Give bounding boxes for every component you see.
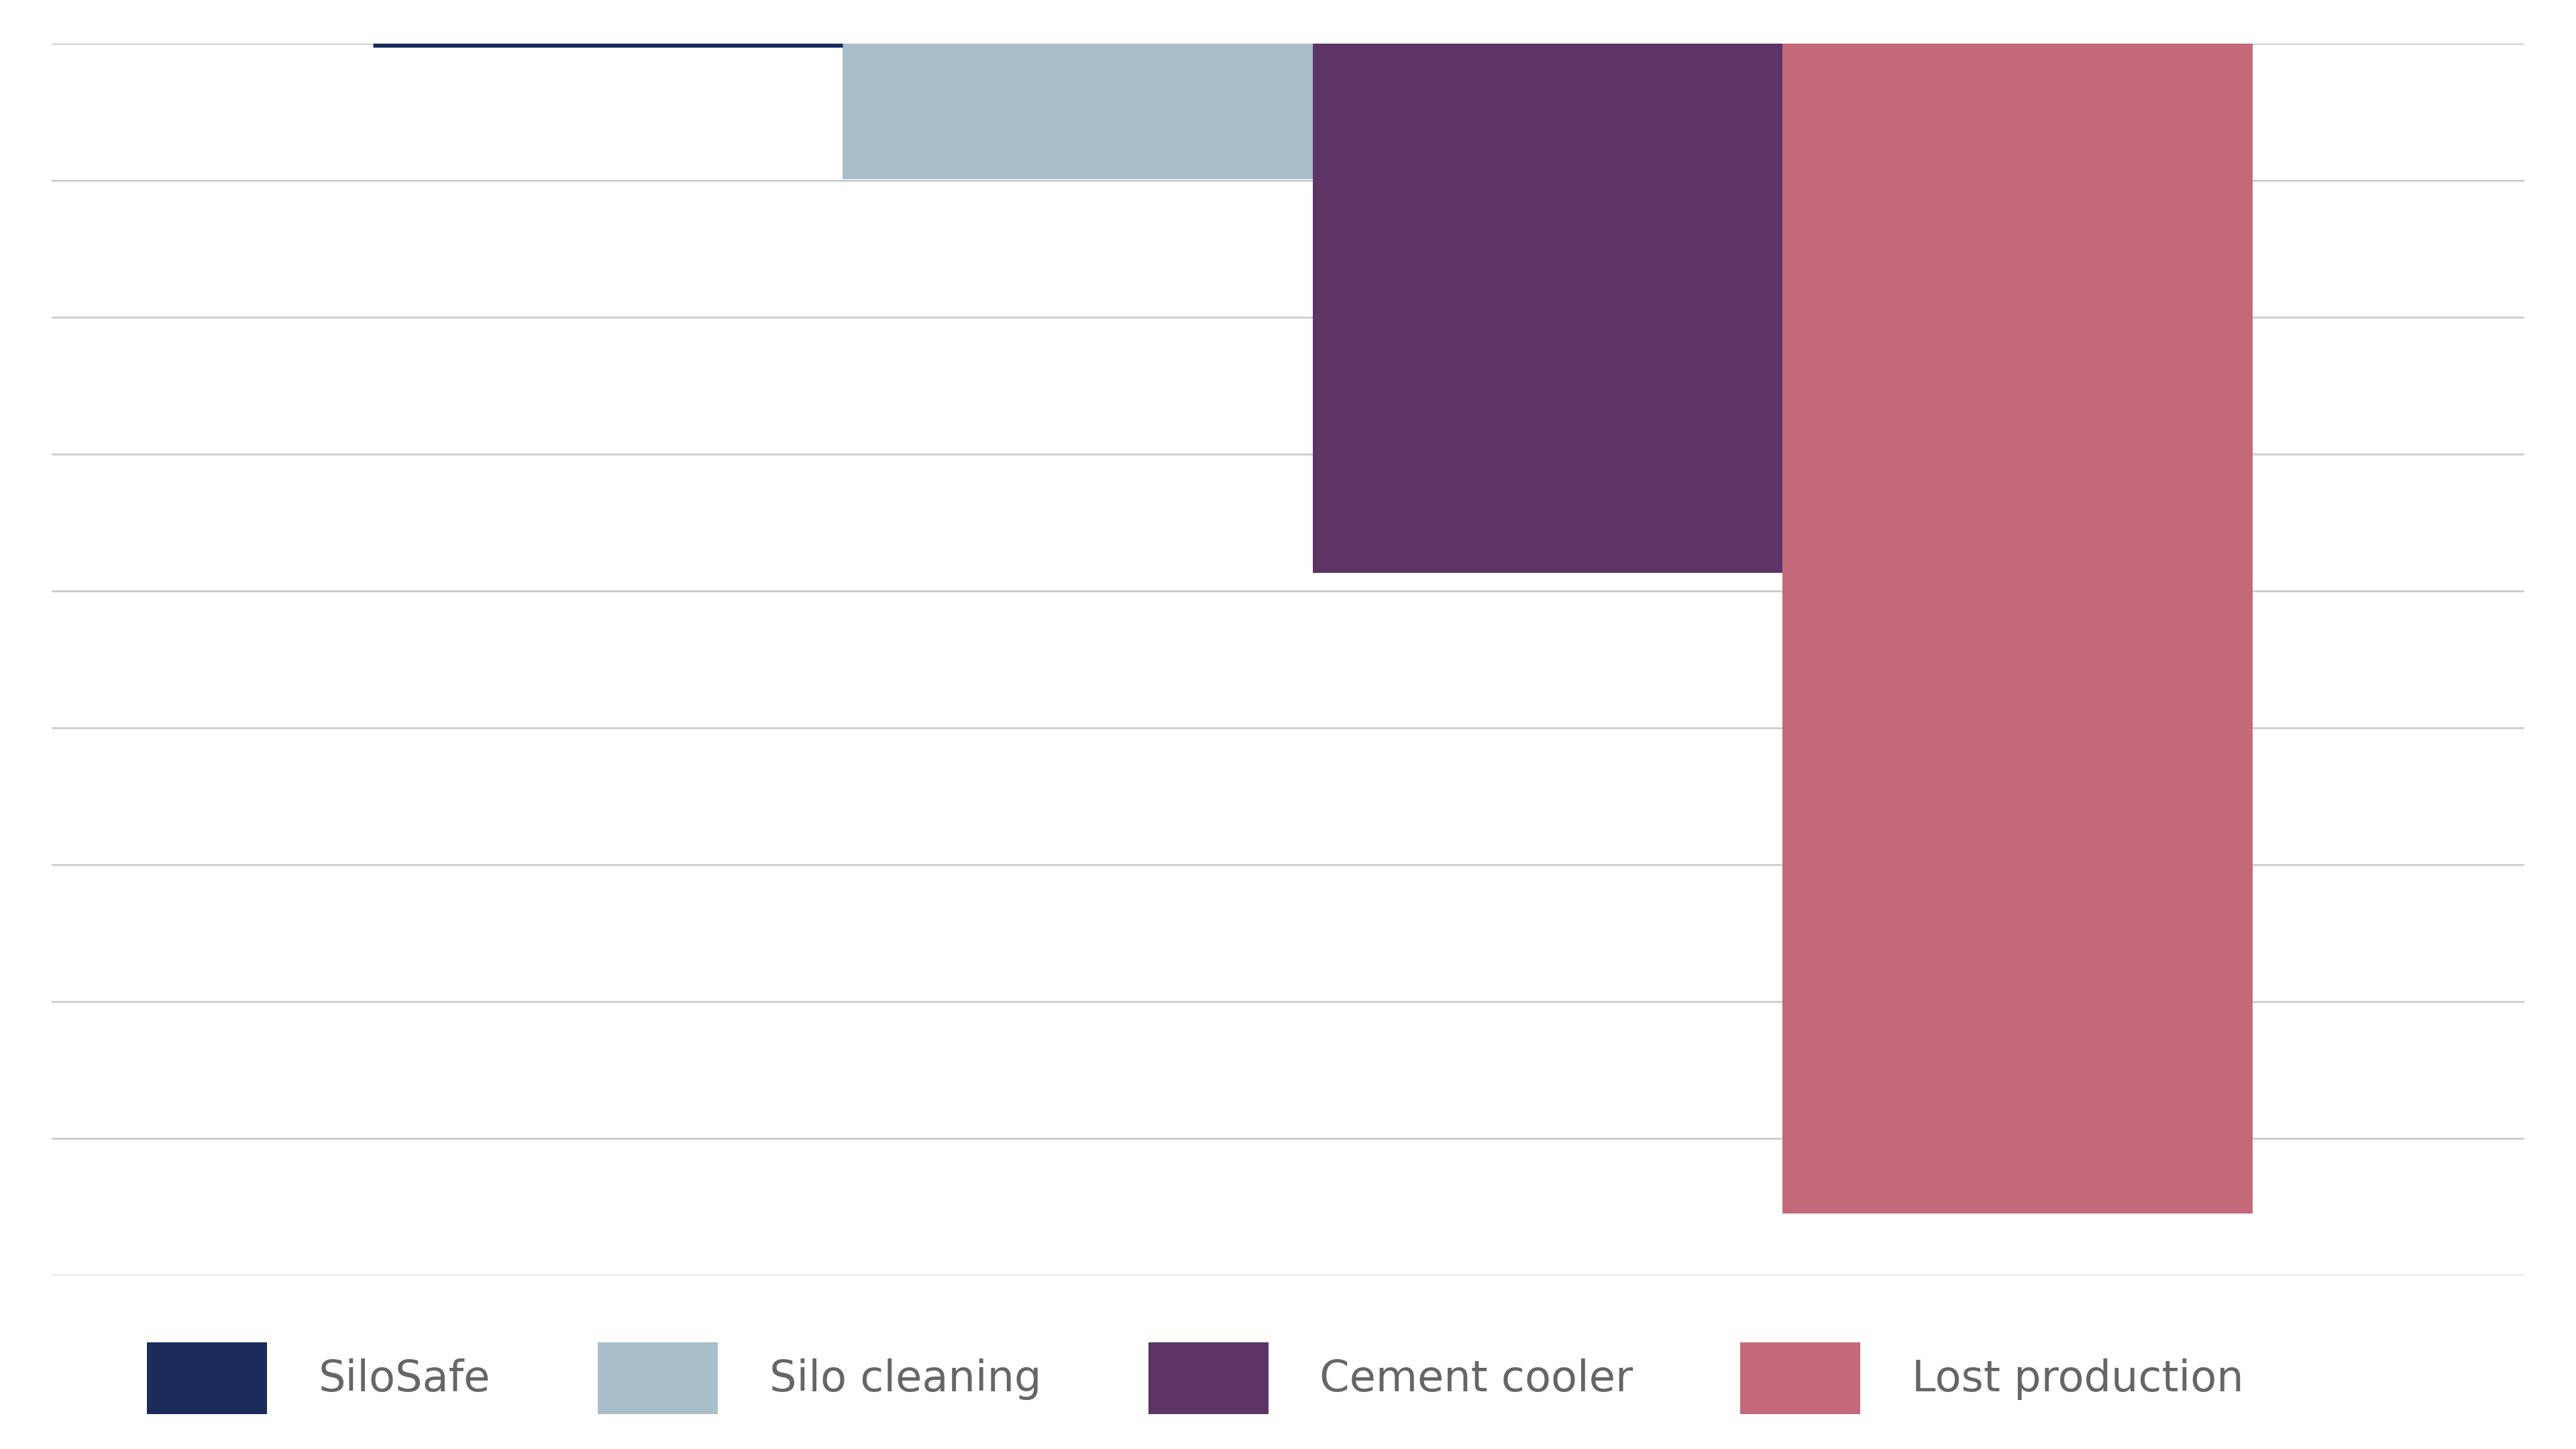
Bar [1314, 43, 1783, 572]
Bar [1783, 43, 2251, 1214]
Legend: SiloSafe, Silo cleaning, Cement cooler, Lost production: SiloSafe, Silo cleaning, Cement cooler, … [147, 1342, 2244, 1414]
Bar [842, 43, 1314, 178]
